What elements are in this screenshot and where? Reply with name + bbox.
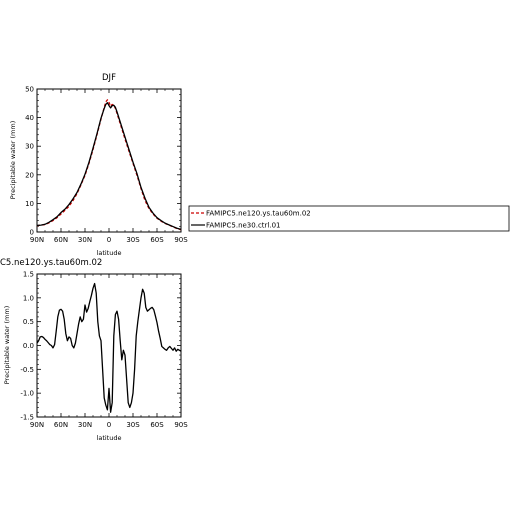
x-tick-label: 60S bbox=[150, 421, 164, 429]
x-tick-label: 90S bbox=[174, 236, 188, 244]
top-series-lines bbox=[36, 99, 182, 231]
bottom-axis-ticks: 90N 60N 30N 0 30S 60S 90S -1.5 -1.0 -0.5 0.0 0.5 1.0… bbox=[20, 271, 188, 430]
series-line-0-0 bbox=[36, 99, 182, 231]
top-panel: DJF latitude Precipitable water (mm) 90N… bbox=[9, 73, 188, 257]
y-tick-label: -0.5 bbox=[20, 366, 34, 374]
y-tick-label: 1.5 bbox=[23, 271, 34, 279]
x-tick-label: 90N bbox=[30, 236, 44, 244]
y-tick-label: 0.0 bbox=[23, 342, 34, 350]
x-tick-label: 60S bbox=[150, 236, 164, 244]
top-axis-ticks: 90N 60N 30N 0 30S 60S 90S 0 10 20 30 40 50 bbox=[25, 86, 188, 245]
x-tick-label: 60N bbox=[54, 236, 68, 244]
y-tick-label: 1.0 bbox=[23, 294, 34, 302]
x-tick-label: 30S bbox=[126, 421, 140, 429]
y-tick-label: -1.5 bbox=[20, 414, 34, 422]
bottom-panel: C5.ne120.ys.tau60m.02 latitude Precipita… bbox=[0, 258, 188, 442]
y-tick-label: 20 bbox=[25, 171, 34, 179]
series-line-0-1 bbox=[36, 102, 182, 231]
legend: FAMIPC5.ne120.ys.tau60m.02 FAMIPC5.ne30.… bbox=[188, 205, 510, 232]
y-tick-label: 30 bbox=[25, 143, 34, 151]
x-tick-label: 0 bbox=[107, 236, 111, 244]
x-tick-label: 90N bbox=[30, 421, 44, 429]
top-plot-frame bbox=[36, 88, 182, 233]
legend-label-ne30: FAMIPC5.ne30.ctrl.01 bbox=[206, 222, 281, 230]
top-x-axis-title: latitude bbox=[97, 249, 122, 257]
y-tick-label: 50 bbox=[25, 86, 34, 94]
x-tick-label: 30S bbox=[126, 236, 140, 244]
y-tick-label: 10 bbox=[25, 200, 34, 208]
bottom-x-axis-title: latitude bbox=[97, 434, 122, 442]
x-tick-label: 30N bbox=[78, 236, 92, 244]
series-line-1-0 bbox=[36, 282, 182, 413]
bottom-chart-title: C5.ne120.ys.tau60m.02 bbox=[0, 258, 102, 268]
top-y-axis-title: Precipitable water (mm) bbox=[9, 121, 17, 200]
y-tick-label: 0 bbox=[30, 229, 34, 237]
legend-box bbox=[188, 205, 510, 232]
x-tick-label: 30N bbox=[78, 421, 92, 429]
x-tick-label: 0 bbox=[107, 421, 111, 429]
y-tick-label: -1.0 bbox=[20, 390, 34, 398]
y-tick-label: 0.5 bbox=[23, 318, 34, 326]
bottom-series-lines bbox=[36, 282, 182, 413]
x-tick-label: 60N bbox=[54, 421, 68, 429]
x-tick-label: 90S bbox=[174, 421, 188, 429]
top-chart-title: DJF bbox=[102, 73, 116, 83]
legend-label-ne120: FAMIPC5.ne120.ys.tau60m.02 bbox=[206, 210, 311, 218]
y-tick-label: 40 bbox=[25, 114, 34, 122]
bottom-y-axis-title: Precipitable water (mm) bbox=[3, 306, 11, 385]
